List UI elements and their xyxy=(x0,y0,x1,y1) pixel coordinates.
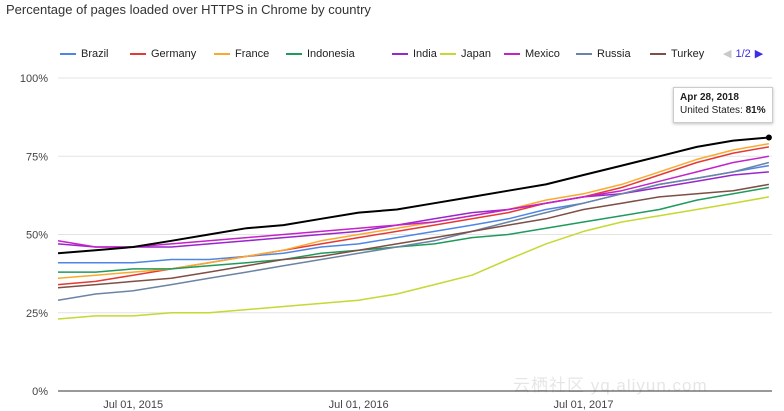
legend-item-india[interactable]: India xyxy=(392,48,437,60)
legend-label: Japan xyxy=(461,48,491,60)
series-line-mexico xyxy=(57,155,770,248)
tooltip-date: Apr 28, 2018 xyxy=(680,92,739,103)
series-line-india xyxy=(57,171,769,248)
legend-label: Turkey xyxy=(671,48,705,60)
legend-item-brazil[interactable]: Brazil xyxy=(60,48,109,60)
tooltip-label: United States: xyxy=(680,105,743,116)
legend-swatch xyxy=(440,53,456,55)
legend-swatch xyxy=(214,53,230,55)
tooltip-point xyxy=(765,134,772,141)
legend: Brazil Germany France Indonesia India Japan Me… xyxy=(60,48,780,64)
legend-pager: ◀ 1/2 ▶ xyxy=(723,48,763,60)
legend-label: France xyxy=(235,48,270,60)
series-line-indonesia xyxy=(58,186,770,273)
watermark: 云栖社区 yq.aliyun.com xyxy=(513,376,708,395)
legend-label: Russia xyxy=(597,48,631,60)
legend-swatch xyxy=(504,53,520,55)
legend-swatch xyxy=(286,53,302,55)
y-tick-label: 0% xyxy=(32,386,48,398)
tooltip-value: 81% xyxy=(745,105,766,116)
x-tick-label: Jul 01, 2016 xyxy=(329,399,389,411)
series-line-united-states xyxy=(57,136,769,255)
legend-swatch xyxy=(60,53,76,55)
y-tick-label: 100% xyxy=(20,73,48,85)
series-line-france xyxy=(57,142,770,280)
x-tick-label: Jul 01, 2017 xyxy=(554,399,614,411)
legend-label: Mexico xyxy=(525,48,560,60)
legend-swatch xyxy=(130,53,146,55)
legend-swatch xyxy=(392,53,408,55)
legend-label: India xyxy=(413,48,437,60)
legend-item-mexico[interactable]: Mexico xyxy=(504,48,560,60)
pager-text: 1/2 xyxy=(735,48,751,60)
x-tick-label: Jul 01, 2015 xyxy=(103,399,163,411)
legend-item-japan[interactable]: Japan xyxy=(440,48,491,60)
legend-item-germany[interactable]: Germany xyxy=(130,48,196,60)
series-line-turkey xyxy=(57,183,770,289)
legend-item-turkey[interactable]: Turkey xyxy=(650,48,704,60)
legend-swatch xyxy=(650,53,666,55)
y-tick-label: 50% xyxy=(26,230,48,242)
legend-swatch xyxy=(576,53,592,55)
legend-item-indonesia[interactable]: Indonesia xyxy=(286,48,355,60)
legend-label: Indonesia xyxy=(307,48,355,60)
legend-label: Brazil xyxy=(81,48,109,60)
pager-next-icon[interactable]: ▶ xyxy=(754,47,764,60)
series-line-japan xyxy=(57,196,770,320)
legend-label: Germany xyxy=(151,48,197,60)
chart-title: Percentage of pages loaded over HTTPS in… xyxy=(6,2,371,17)
pager-prev-icon[interactable]: ◀ xyxy=(723,47,732,60)
tooltip: Apr 28, 2018 United States: 81% xyxy=(673,87,773,123)
legend-item-russia[interactable]: Russia xyxy=(576,48,631,60)
y-tick-label: 75% xyxy=(26,151,48,163)
legend-item-france[interactable]: France xyxy=(214,48,269,60)
y-tick-label: 25% xyxy=(26,308,48,320)
series-line-russia xyxy=(57,161,770,301)
